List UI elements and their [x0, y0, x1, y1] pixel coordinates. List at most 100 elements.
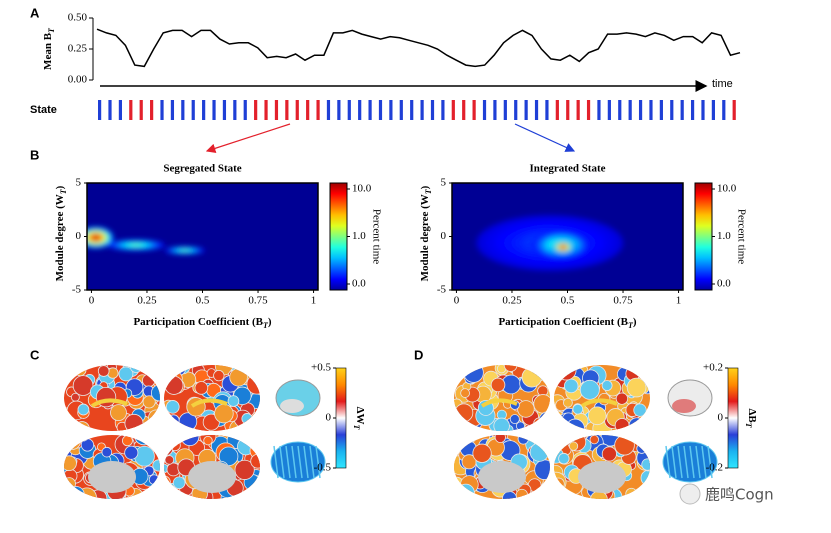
heat — [87, 226, 205, 255]
state-bar — [514, 100, 518, 120]
label-part: Module degree (W — [54, 194, 66, 281]
state-bar — [129, 100, 133, 120]
plot-background — [87, 183, 318, 290]
axis-label: Participation Coefficient (BT) — [133, 316, 271, 331]
parcel — [110, 404, 127, 422]
axis-label: Module degree (WT) — [54, 185, 69, 281]
parcel — [554, 477, 565, 491]
state-bar — [181, 100, 185, 120]
y-tick-label: 0 — [441, 230, 447, 242]
state-bar — [160, 100, 164, 120]
folia — [309, 445, 315, 479]
parcel — [64, 477, 76, 491]
parcel — [456, 483, 475, 499]
parcel — [250, 435, 260, 442]
parcel — [70, 435, 81, 445]
parcel — [601, 380, 613, 391]
parcel — [494, 435, 506, 443]
colorbar-tick-label: +0.5 — [311, 362, 331, 374]
state-bar — [316, 100, 320, 120]
parcel — [246, 373, 260, 395]
parcel — [144, 418, 159, 431]
parcel — [148, 409, 160, 427]
parcel — [558, 452, 570, 465]
parcel — [462, 423, 473, 431]
heat-blur — [476, 215, 624, 271]
state-bar — [243, 100, 247, 120]
folia — [689, 445, 695, 479]
parcel — [568, 441, 579, 451]
parcel — [463, 365, 484, 383]
parcel — [118, 366, 134, 382]
parcel — [227, 395, 240, 407]
parcel — [544, 485, 550, 495]
parcel — [101, 446, 113, 458]
heat-level — [182, 249, 188, 251]
strip-label: State — [30, 104, 57, 116]
colorbar-tick-label: 0 — [718, 412, 724, 424]
subscript: T — [59, 188, 68, 194]
y-tick-label: -5 — [437, 284, 447, 296]
y-tick-label: 5 — [76, 177, 82, 189]
parcel — [534, 459, 550, 480]
state-bar — [358, 100, 362, 120]
parcel — [614, 435, 635, 456]
parcel — [554, 491, 570, 499]
state-bar — [347, 100, 351, 120]
parcel — [517, 435, 529, 445]
subscript: T — [628, 321, 634, 330]
parcel — [250, 365, 260, 374]
x-tick-label: 0.5 — [561, 295, 575, 307]
parcel — [579, 379, 600, 400]
hemisphere — [454, 365, 550, 431]
x-tick-label: 0.75 — [613, 295, 633, 307]
arrow — [205, 123, 291, 153]
colorbar — [335, 367, 347, 469]
parcel — [242, 435, 255, 444]
parcel — [529, 442, 550, 462]
parcel — [72, 375, 94, 396]
parcel — [171, 365, 181, 373]
parcel — [151, 371, 160, 388]
state-bar — [462, 100, 466, 120]
x-axis-label: time — [712, 78, 733, 90]
state-bar — [649, 100, 653, 120]
parcel — [642, 435, 650, 445]
parcel — [557, 435, 570, 441]
parcel — [247, 484, 260, 499]
state-bar — [597, 100, 601, 120]
parcel — [464, 435, 478, 443]
state-bar — [545, 100, 549, 120]
state-bar — [638, 100, 643, 120]
state-bar — [368, 100, 372, 120]
parcel — [642, 415, 650, 427]
parcel — [590, 490, 608, 499]
state-bar — [150, 100, 154, 120]
hemisphere — [164, 435, 260, 499]
state-bar — [555, 100, 559, 120]
folia — [291, 445, 297, 479]
parcel — [136, 423, 147, 431]
parcel — [203, 435, 213, 446]
heat-blob — [164, 246, 205, 255]
subscript: T — [352, 425, 361, 431]
parcel — [194, 381, 209, 395]
state-bar — [524, 100, 528, 120]
state-bar — [732, 100, 736, 120]
state-bar — [451, 100, 455, 120]
panel-label: A — [30, 5, 40, 20]
label-part: Mean B — [42, 32, 54, 70]
parcel — [554, 435, 568, 443]
parcel — [164, 443, 170, 453]
parcel — [587, 406, 607, 426]
parcel — [589, 435, 599, 445]
x-tick-label: 1 — [676, 295, 682, 307]
parcel — [243, 435, 260, 446]
hemisphere — [454, 435, 550, 499]
state-bar — [295, 100, 299, 120]
parcel — [74, 365, 87, 377]
state-bar — [618, 100, 622, 120]
state-bar — [430, 100, 435, 120]
parcel — [78, 435, 89, 442]
